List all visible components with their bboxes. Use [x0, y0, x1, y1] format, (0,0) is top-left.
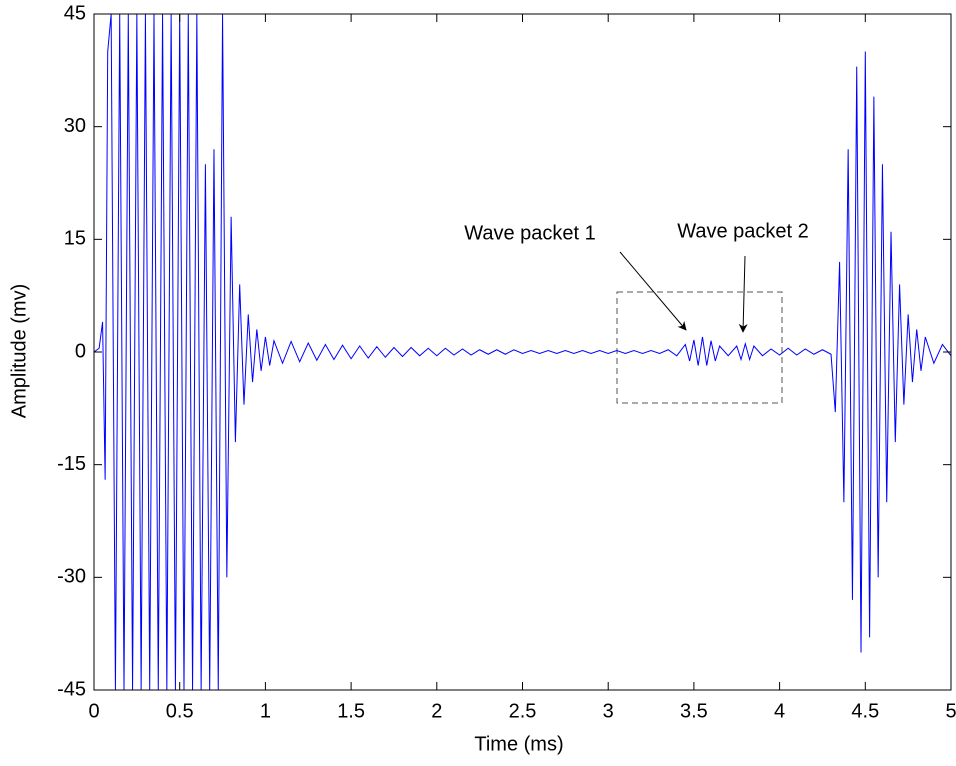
x-tick-label: 5	[945, 700, 956, 722]
x-axis-label: Time (ms)	[474, 733, 563, 755]
x-tick-label: 1	[260, 700, 271, 722]
y-tick-label: -15	[57, 453, 86, 475]
y-tick-label: 15	[64, 228, 86, 250]
y-axis-label: Amplitude (mv)	[8, 284, 30, 418]
signal-line	[94, 14, 951, 690]
x-tick-label: 1.5	[337, 700, 365, 722]
x-tick-label: 3	[603, 700, 614, 722]
x-tick-label: 4	[774, 700, 785, 722]
y-tick-label: 45	[64, 2, 86, 24]
plot-frame	[93, 13, 952, 691]
x-tick-label: 2	[431, 700, 442, 722]
y-tick-label: 0	[75, 340, 86, 362]
highlight-box	[616, 291, 783, 404]
x-tick-label: 2.5	[509, 700, 537, 722]
x-tick-label: 0.5	[166, 700, 194, 722]
arrow	[738, 255, 748, 333]
y-tick-label: -45	[57, 678, 86, 700]
plot-area	[94, 14, 951, 690]
y-tick-label: -30	[57, 566, 86, 588]
annotation: Wave packet 2	[677, 220, 809, 242]
x-tick-label: 4.5	[851, 700, 879, 722]
x-tick-label: 0	[88, 700, 99, 722]
x-tick-label: 3.5	[680, 700, 708, 722]
arrow	[619, 251, 687, 331]
y-tick-label: 30	[64, 115, 86, 137]
annotation: Wave packet 1	[464, 222, 596, 244]
